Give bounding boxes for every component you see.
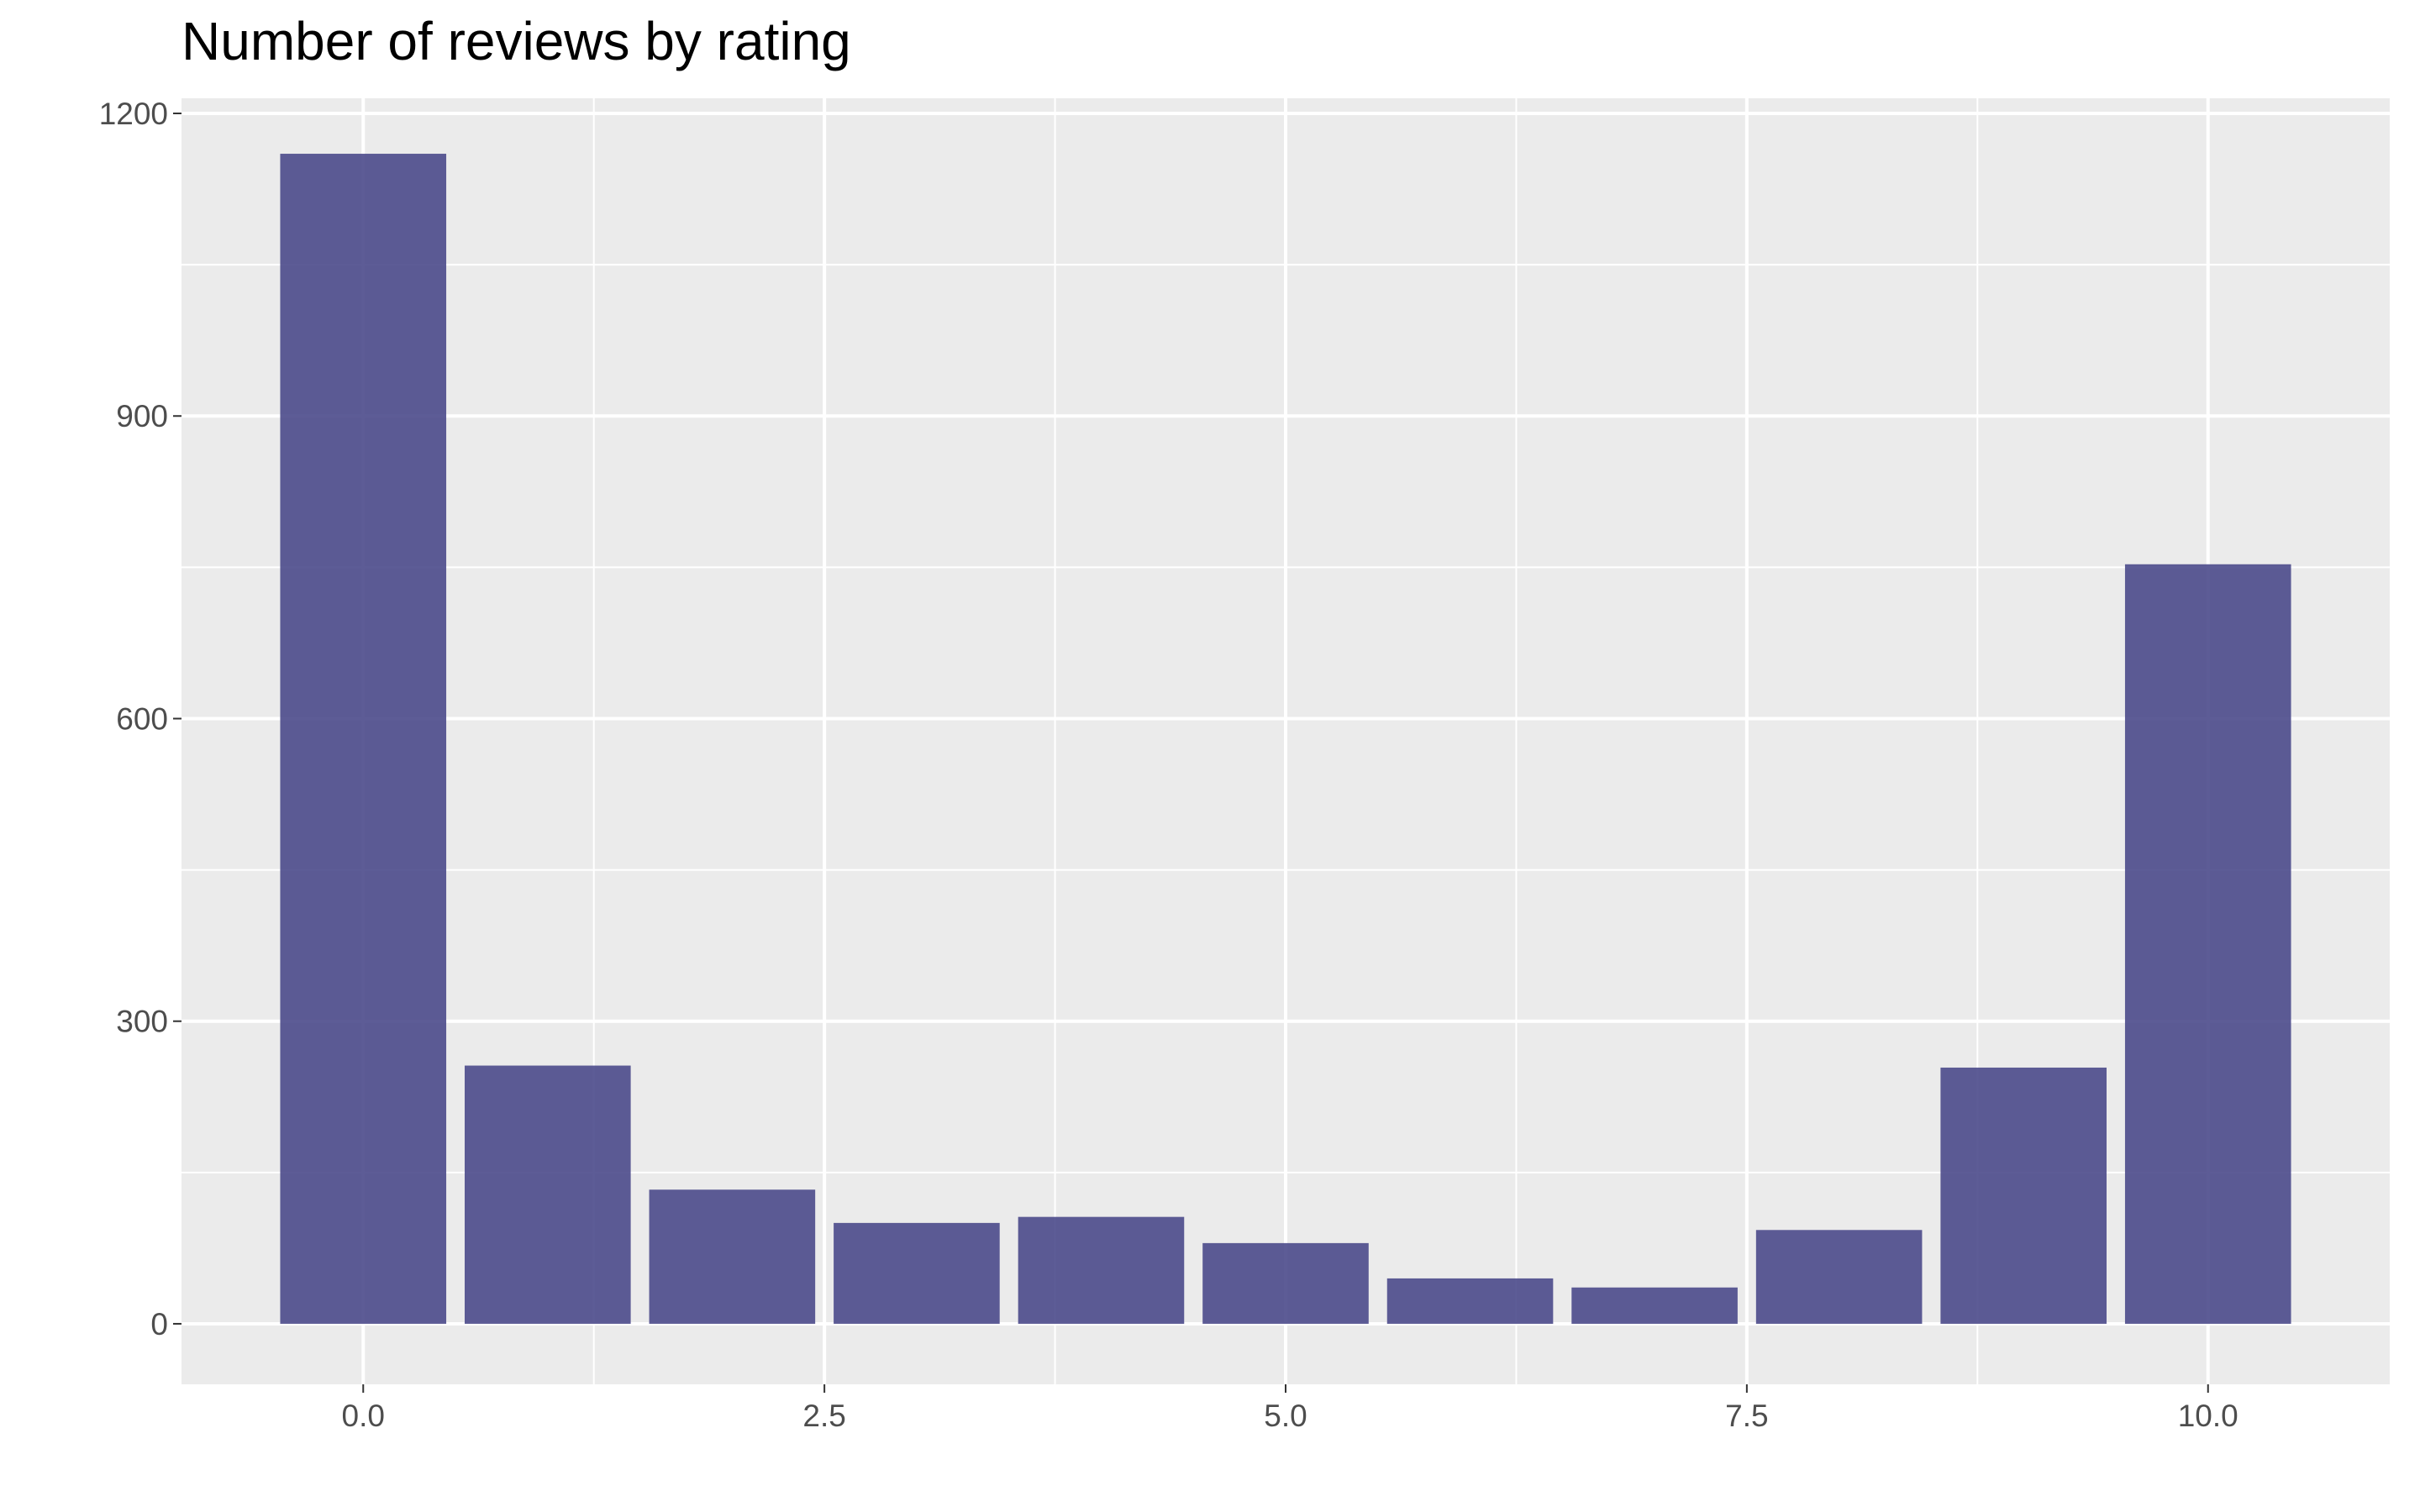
bar-rating-8 bbox=[1755, 1230, 1923, 1324]
bar-rating-1 bbox=[465, 1065, 631, 1324]
bar-rating-3 bbox=[834, 1222, 1000, 1324]
bar-rating-6 bbox=[1386, 1278, 1554, 1324]
x-tick-label: 7.5 bbox=[1725, 1399, 1768, 1433]
bar-rating-10 bbox=[2124, 564, 2291, 1324]
y-tick-label: 300 bbox=[116, 1005, 168, 1039]
bar-rating-4 bbox=[1018, 1216, 1185, 1324]
x-tick-label: 0.0 bbox=[342, 1399, 385, 1433]
bars bbox=[280, 154, 2291, 1324]
chart-title: Number of reviews by rating bbox=[182, 11, 851, 71]
x-tick-label: 10.0 bbox=[2178, 1399, 2238, 1433]
y-tick-label: 900 bbox=[116, 399, 168, 433]
x-tick-label: 2.5 bbox=[802, 1399, 845, 1433]
x-tick-label: 5.0 bbox=[1264, 1399, 1307, 1433]
axes: 0 300 600 900 1200 0.0 2.5 5.0 7.5 10.0 bbox=[99, 97, 2238, 1433]
bar-rating-9 bbox=[1940, 1067, 2107, 1324]
y-tick-label: 600 bbox=[116, 701, 168, 736]
bar-rating-5 bbox=[1202, 1242, 1369, 1324]
y-tick-label: 0 bbox=[150, 1307, 168, 1341]
bar-rating-2 bbox=[649, 1189, 816, 1324]
bar-rating-7 bbox=[1571, 1287, 1738, 1324]
y-tick-label: 1200 bbox=[99, 97, 168, 131]
bar-rating-0 bbox=[280, 154, 447, 1324]
